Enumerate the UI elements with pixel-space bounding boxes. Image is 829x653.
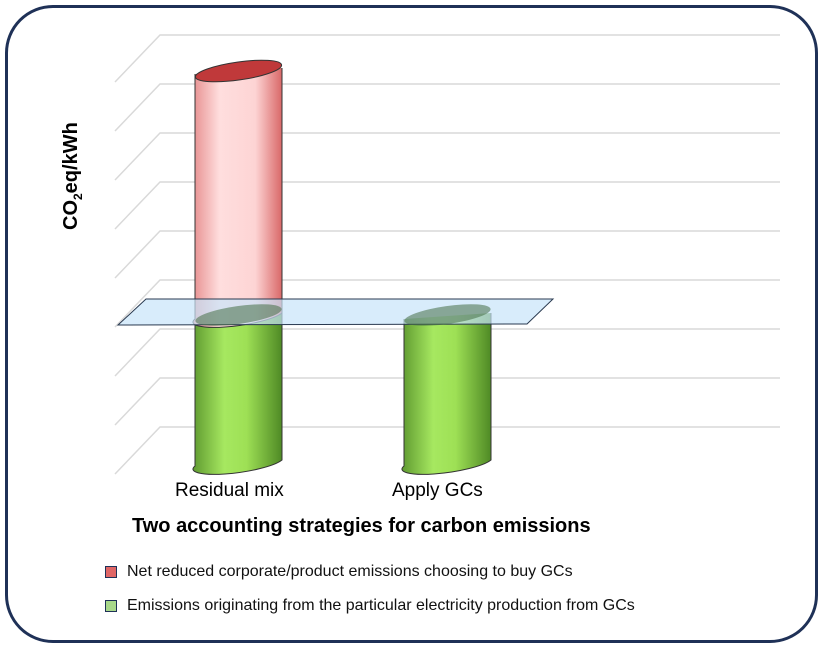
bar-green xyxy=(401,313,492,475)
gridline xyxy=(114,181,780,230)
x-axis-title: Two accounting strategies for carbon emi… xyxy=(132,515,591,537)
gridline xyxy=(114,279,780,328)
x-tick-label: Residual mix xyxy=(175,480,284,501)
legend-label: Emissions originating from the particula… xyxy=(127,597,635,614)
rounded-frame xyxy=(5,5,818,643)
gridline xyxy=(114,132,780,181)
y-label-subscript: 2 xyxy=(71,193,85,200)
legend-item-green: Emissions originating from the particula… xyxy=(105,597,635,615)
legend-label: Net reduced corporate/product emissions … xyxy=(127,563,573,580)
gridline xyxy=(114,83,780,132)
bar-red-top xyxy=(194,59,283,83)
legend-swatch xyxy=(105,600,117,612)
gridline xyxy=(114,328,780,377)
x-tick-label: Apply GCs xyxy=(392,480,483,501)
gridline xyxy=(114,377,780,426)
gridline xyxy=(114,34,780,83)
y-label-main: CO xyxy=(60,200,82,230)
bar-green-top xyxy=(404,304,491,326)
legend-item-red: Net reduced corporate/product emissions … xyxy=(105,563,573,581)
y-axis-label: CO2eq/kWh xyxy=(60,122,85,230)
bar-green-top xyxy=(195,304,282,326)
y-label-rest: eq/kWh xyxy=(60,122,82,194)
gridline xyxy=(114,426,780,475)
legend-swatch xyxy=(105,566,117,578)
gridline xyxy=(114,230,780,279)
bar-red xyxy=(192,68,283,328)
bar-green xyxy=(192,313,283,475)
